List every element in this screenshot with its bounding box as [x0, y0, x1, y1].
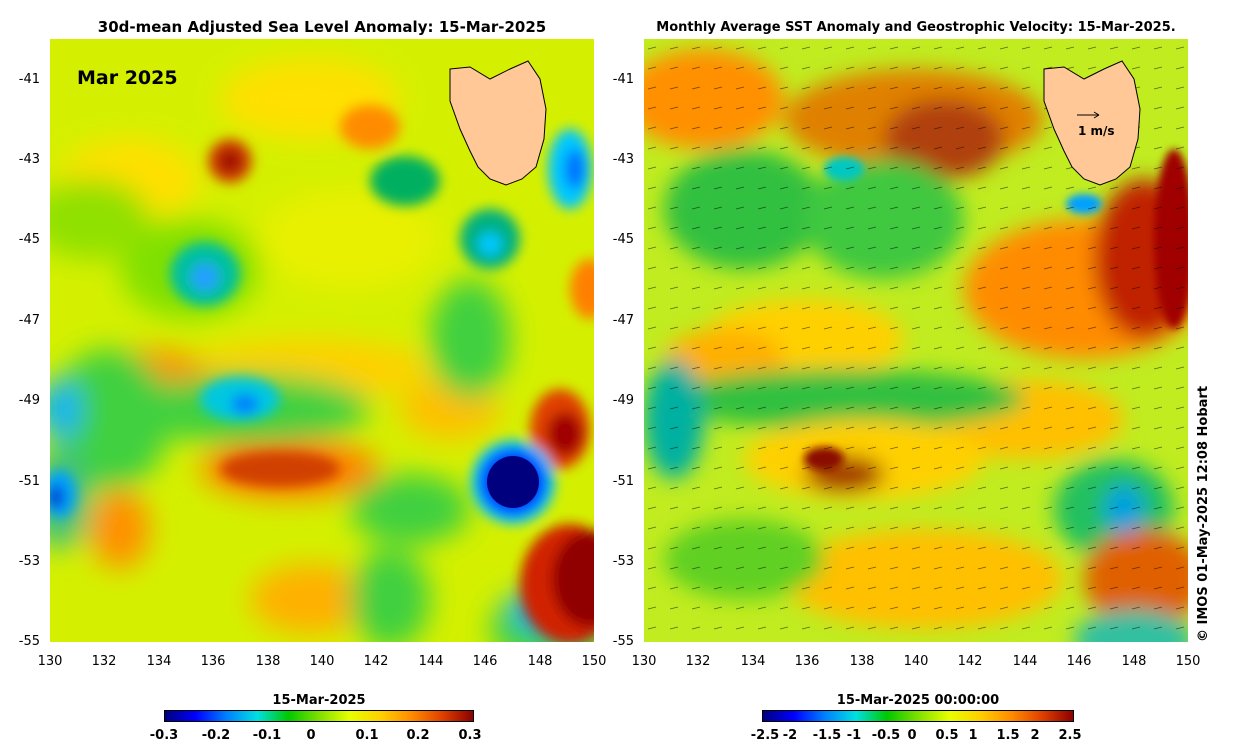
lon-tick: 142 — [957, 654, 983, 669]
sst-colorbar-tick: 2 — [1030, 728, 1040, 743]
lat-tick: -49 — [18, 393, 40, 408]
lon-tick: 142 — [363, 654, 389, 669]
velocity-scale-label: 1 m/s — [1078, 124, 1115, 138]
lon-tick: 130 — [37, 654, 63, 669]
sst-colorbar-tick: 0.5 — [935, 728, 959, 743]
lat-tick: -45 — [612, 232, 634, 247]
sla-colorbar-tick: -0.1 — [252, 728, 282, 743]
sst-colorbar-tick: -1 — [846, 728, 862, 743]
lon-tick: 136 — [200, 654, 226, 669]
sla-colorbar-tick: -0.2 — [201, 728, 231, 743]
month-label: Mar 2025 — [77, 67, 178, 89]
tasmania-land — [1043, 60, 1141, 186]
tasmania-land — [449, 60, 547, 186]
lat-tick: -49 — [612, 393, 634, 408]
sst-colorbar-tick: -2.5 — [750, 728, 780, 743]
sst-colorbar-tick: 1.5 — [996, 728, 1020, 743]
lat-tick: -51 — [18, 474, 40, 489]
right-panel-title: Monthly Average SST Anomaly and Geostrop… — [656, 20, 1176, 35]
sla-colorbar — [164, 710, 474, 722]
sst-colorbar-title: 15-Mar-2025 00:00:00 — [836, 693, 1000, 708]
sst-map-canvas — [644, 39, 1188, 642]
left-panel-title: 30d-mean Adjusted Sea Level Anomaly: 15-… — [97, 18, 547, 36]
lon-tick: 138 — [849, 654, 875, 669]
lon-tick: 134 — [740, 654, 766, 669]
lat-tick: -41 — [612, 72, 634, 87]
lon-tick: 140 — [309, 654, 335, 669]
lat-tick: -43 — [18, 152, 40, 167]
sst-colorbar-tick: 1 — [968, 728, 978, 743]
sla-colorbar-tick: 0.3 — [458, 728, 482, 743]
lat-tick: -53 — [18, 554, 40, 569]
sst-colorbar-tick: 2.5 — [1058, 728, 1082, 743]
sst-map[interactable]: 1 m/s — [644, 39, 1188, 642]
lon-tick: 148 — [1121, 654, 1147, 669]
lat-tick: -41 — [18, 72, 40, 87]
lon-tick: 144 — [418, 654, 444, 669]
sst-colorbar-tick: -2 — [782, 728, 798, 743]
sst-colorbar-tick: -1.5 — [812, 728, 842, 743]
lon-tick: 130 — [631, 654, 657, 669]
lon-tick: 132 — [91, 654, 117, 669]
lon-tick: 148 — [527, 654, 553, 669]
lat-tick: -55 — [612, 634, 634, 649]
lon-tick: 136 — [794, 654, 820, 669]
sla-colorbar-title: 15-Mar-2025 — [272, 693, 366, 708]
lat-tick: -47 — [612, 313, 634, 328]
lat-tick: -53 — [612, 554, 634, 569]
lon-tick: 134 — [146, 654, 172, 669]
lat-tick: -55 — [18, 634, 40, 649]
sla-colorbar-tick: 0.2 — [406, 728, 430, 743]
lat-tick: -45 — [18, 232, 40, 247]
sst-colorbar — [762, 710, 1074, 722]
lon-tick: 150 — [1175, 654, 1201, 669]
lon-tick: 150 — [581, 654, 607, 669]
lon-tick: 132 — [685, 654, 711, 669]
sla-map-canvas — [50, 39, 594, 642]
sst-colorbar-tick: -0.5 — [871, 728, 901, 743]
lon-tick: 140 — [903, 654, 929, 669]
lon-tick: 144 — [1012, 654, 1038, 669]
lon-tick: 146 — [472, 654, 498, 669]
lat-tick: -47 — [18, 313, 40, 328]
lat-tick: -51 — [612, 474, 634, 489]
lon-tick: 146 — [1066, 654, 1092, 669]
lon-tick: 138 — [255, 654, 281, 669]
sla-colorbar-tick: 0 — [306, 728, 316, 743]
sla-map[interactable]: Mar 2025 — [50, 39, 594, 642]
sst-colorbar-tick: 0 — [907, 728, 917, 743]
sla-colorbar-tick: 0.1 — [355, 728, 379, 743]
sla-colorbar-tick: -0.3 — [149, 728, 179, 743]
lat-tick: -43 — [612, 152, 634, 167]
imos-credit: © IMOS 01-May-2025 12:08 Hobart — [1196, 385, 1211, 642]
